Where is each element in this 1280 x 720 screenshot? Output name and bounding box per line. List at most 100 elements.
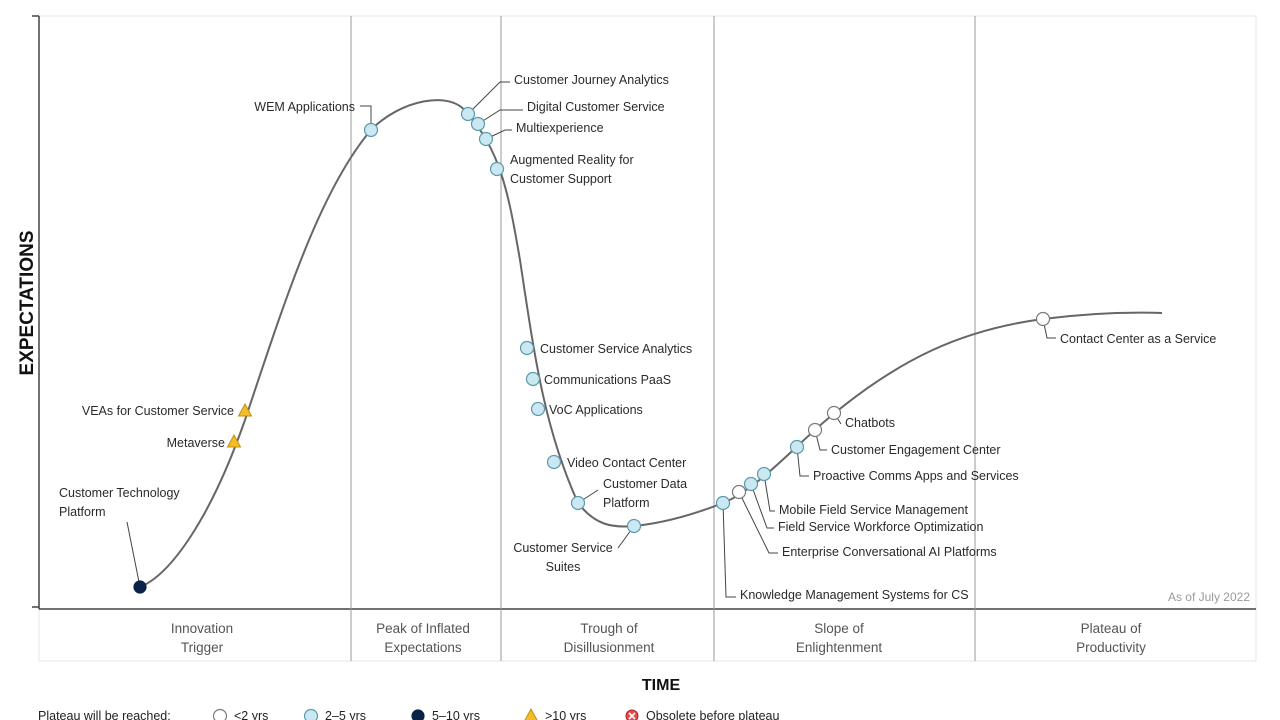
label-line: Video Contact Center xyxy=(567,456,686,470)
label-customer-engagement-center: Customer Engagement Center xyxy=(831,443,1001,457)
label-line: Mobile Field Service Management xyxy=(779,503,969,517)
label-line: Customer Technology xyxy=(59,486,180,500)
label-line: Suites xyxy=(546,560,581,574)
label-customer-service-analytics: Customer Service Analytics xyxy=(540,342,692,356)
marker-mobile-field-service-management xyxy=(756,466,772,482)
label-field-service-workforce-optimization: Field Service Workforce Optimization xyxy=(778,520,983,534)
marker-customer-engagement-center xyxy=(807,422,823,438)
label-mobile-field-service-management: Mobile Field Service Management xyxy=(779,503,969,517)
label-customer-service-suites: Customer Service Suites xyxy=(513,541,612,574)
label-line: WEM Applications xyxy=(254,100,355,114)
hype-curve xyxy=(139,99,1163,588)
label-line: Customer Service Analytics xyxy=(540,342,692,356)
label-enterprise-conversational-ai-platforms: Enterprise Conversational AI Platforms xyxy=(782,545,997,559)
marker-veas-for-customer-service xyxy=(237,402,253,417)
phase-labels: Innovation Trigger Peak of Inflated Expecta… xyxy=(171,621,1146,655)
label-line: Chatbots xyxy=(845,416,895,430)
marker-multiexperience xyxy=(478,131,494,147)
phase-label-innovation-trigger: Innovation Trigger xyxy=(171,621,233,655)
label-line: Metaverse xyxy=(167,436,225,450)
marker-knowledge-management-systems-for-cs xyxy=(715,495,731,511)
label-customer-technology-platform: Customer Technology Platform xyxy=(59,486,180,519)
label-line: Customer Service xyxy=(513,541,612,555)
marker-customer-technology-platform xyxy=(133,580,147,594)
technology-labels: Customer Technology Platform Metaverse VEAs… xyxy=(59,73,1216,602)
x-axis-title: TIME xyxy=(642,677,681,694)
label-line: Platform xyxy=(603,496,650,510)
legend-marker-5to10 xyxy=(411,709,425,720)
legend-title: Plateau will be reached: xyxy=(38,709,171,720)
leader-line-digital-customer-service xyxy=(477,109,523,125)
leader-line-wem-applications xyxy=(360,105,372,130)
label-video-contact-center: Video Contact Center xyxy=(567,456,686,470)
leader-line-enterprise-conversational-ai-platforms xyxy=(738,491,778,554)
phase-label-line: Peak of Inflated xyxy=(376,621,470,636)
label-line: Proactive Comms Apps and Services xyxy=(813,469,1019,483)
label-voc-applications: VoC Applications xyxy=(549,403,643,417)
marker-communications-paas xyxy=(525,371,541,387)
legend-marker-gt10 xyxy=(524,707,538,720)
phase-label-line: Disillusionment xyxy=(564,640,655,655)
label-contact-center-as-a-service: Contact Center as a Service xyxy=(1060,332,1216,346)
label-line: VEAs for Customer Service xyxy=(82,404,234,418)
phase-dividers xyxy=(350,16,976,661)
label-line: Knowledge Management Systems for CS xyxy=(740,588,969,602)
phase-label-plateau-of-productivity: Plateau of Productivity xyxy=(1076,621,1146,655)
phase-label-line: Enlightenment xyxy=(796,640,883,655)
label-line: Digital Customer Service xyxy=(527,100,665,114)
as-of-date: As of July 2022 xyxy=(1168,590,1250,604)
phase-label-line: Expectations xyxy=(384,640,462,655)
legend-marker-lt2 xyxy=(212,708,228,720)
y-axis-title: EXPECTATIONS xyxy=(17,231,38,376)
leader-line-customer-journey-analytics xyxy=(467,81,510,115)
leader-line-field-service-workforce-optimization xyxy=(750,483,774,529)
phase-label-line: Trough of xyxy=(580,621,638,636)
technology-markers xyxy=(133,106,1051,594)
label-line: Platform xyxy=(59,505,106,519)
legend-label-gt10: >10 yrs xyxy=(545,709,586,720)
phase-label-line: Trigger xyxy=(181,640,224,655)
leader-line-proactive-comms-apps-and-services xyxy=(796,446,809,477)
label-line: Customer Engagement Center xyxy=(831,443,1001,457)
label-customer-journey-analytics: Customer Journey Analytics xyxy=(514,73,669,87)
label-wem-applications: WEM Applications xyxy=(254,100,355,114)
label-chatbots: Chatbots xyxy=(845,416,895,430)
marker-metaverse xyxy=(226,433,242,448)
label-proactive-comms-apps-and-services: Proactive Comms Apps and Services xyxy=(813,469,1019,483)
marker-chatbots xyxy=(826,405,842,421)
label-augmented-reality-for-customer-support: Augmented Reality for Customer Support xyxy=(510,153,634,186)
label-veas-for-customer-service: VEAs for Customer Service xyxy=(82,404,234,418)
phase-label-line: Innovation xyxy=(171,621,233,636)
marker-augmented-reality-for-customer-support xyxy=(489,161,505,177)
marker-video-contact-center xyxy=(546,454,562,470)
label-metaverse: Metaverse xyxy=(167,436,225,450)
marker-customer-service-suites xyxy=(626,518,642,534)
marker-customer-service-analytics xyxy=(519,340,535,356)
label-line: Customer Data xyxy=(603,477,687,491)
label-digital-customer-service: Digital Customer Service xyxy=(527,100,665,114)
legend-label-5to10: 5–10 yrs xyxy=(432,709,480,720)
marker-wem-applications xyxy=(363,122,379,138)
marker-field-service-workforce-optimization xyxy=(743,476,759,492)
leader-line-mobile-field-service-management xyxy=(763,473,775,512)
phase-label-line: Productivity xyxy=(1076,640,1146,655)
marker-digital-customer-service xyxy=(470,116,486,132)
phase-label-line: Slope of xyxy=(814,621,864,636)
label-communications-paas: Communications PaaS xyxy=(544,373,671,387)
phase-label-peak-of-inflated-expectations: Peak of Inflated Expectations xyxy=(376,621,470,655)
marker-contact-center-as-a-service xyxy=(1035,311,1051,327)
label-line: VoC Applications xyxy=(549,403,643,417)
legend-marker-2to5 xyxy=(303,708,319,720)
label-line: Contact Center as a Service xyxy=(1060,332,1216,346)
legend-marker-obsolete xyxy=(625,709,639,720)
label-line: Multiexperience xyxy=(516,121,604,135)
label-line: Customer Support xyxy=(510,172,612,186)
marker-customer-data-platform xyxy=(570,495,586,511)
phase-label-trough-of-disillusionment: Trough of Disillusionment xyxy=(564,621,655,655)
phase-label-slope-of-enlightenment: Slope of Enlightenment xyxy=(796,621,883,655)
marker-voc-applications xyxy=(530,401,546,417)
legend-label-2to5: 2–5 yrs xyxy=(325,709,366,720)
label-line: Customer Journey Analytics xyxy=(514,73,669,87)
label-knowledge-management-systems-for-cs: Knowledge Management Systems for CS xyxy=(740,588,969,602)
